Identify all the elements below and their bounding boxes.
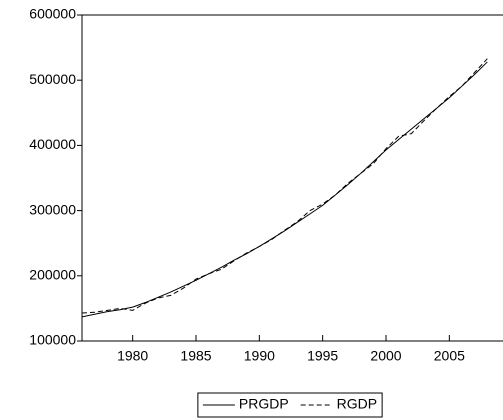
y-tick-label: 600000 bbox=[29, 6, 76, 22]
x-tick-label: 2000 bbox=[370, 348, 401, 364]
legend-label: RGDP bbox=[337, 396, 377, 412]
legend-label: PRGDP bbox=[239, 396, 289, 412]
series-line bbox=[81, 58, 488, 314]
x-tick-label: 1980 bbox=[117, 348, 148, 364]
x-tick-label: 2005 bbox=[434, 348, 465, 364]
y-tick-label: 500000 bbox=[29, 71, 76, 87]
plot-frame bbox=[81, 14, 503, 342]
series-line bbox=[81, 61, 488, 318]
y-tick-label: 300000 bbox=[29, 201, 76, 217]
y-tick-label: 200000 bbox=[29, 267, 76, 283]
x-tick-label: 1995 bbox=[307, 348, 338, 364]
x-tick-label: 1990 bbox=[244, 348, 275, 364]
y-tick-label: 400000 bbox=[29, 136, 76, 152]
legend: PRGDP RGDP bbox=[197, 392, 383, 418]
y-tick-label: 100000 bbox=[29, 332, 76, 348]
x-tick-label: 1985 bbox=[180, 348, 211, 364]
